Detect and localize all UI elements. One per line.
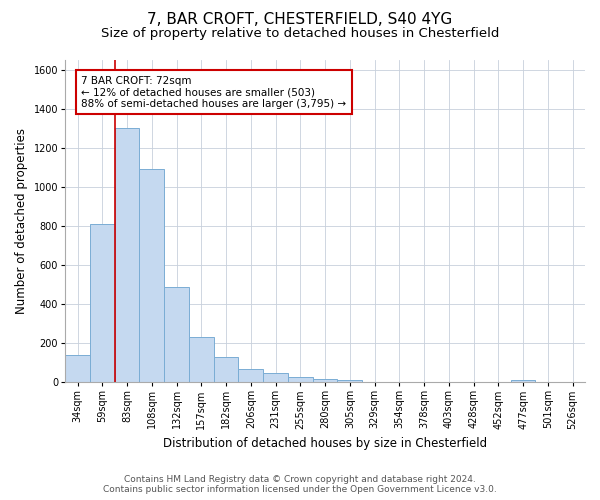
Text: 7, BAR CROFT, CHESTERFIELD, S40 4YG: 7, BAR CROFT, CHESTERFIELD, S40 4YG: [148, 12, 452, 28]
Bar: [65, 355, 90, 382]
Bar: [288, 378, 313, 382]
Text: Size of property relative to detached houses in Chesterfield: Size of property relative to detached ho…: [101, 28, 499, 40]
Bar: [238, 368, 263, 382]
Text: Contains HM Land Registry data © Crown copyright and database right 2024.
Contai: Contains HM Land Registry data © Crown c…: [103, 474, 497, 494]
Bar: [511, 380, 535, 382]
Bar: [263, 374, 288, 382]
Bar: [189, 338, 214, 382]
Y-axis label: Number of detached properties: Number of detached properties: [15, 128, 28, 314]
Bar: [90, 224, 115, 382]
Bar: [115, 128, 139, 382]
Bar: [164, 286, 189, 382]
Bar: [139, 170, 164, 382]
Bar: [337, 380, 362, 382]
Bar: [313, 380, 337, 382]
X-axis label: Distribution of detached houses by size in Chesterfield: Distribution of detached houses by size …: [163, 437, 487, 450]
Text: 7 BAR CROFT: 72sqm
← 12% of detached houses are smaller (503)
88% of semi-detach: 7 BAR CROFT: 72sqm ← 12% of detached hou…: [81, 76, 346, 109]
Bar: [214, 357, 238, 382]
